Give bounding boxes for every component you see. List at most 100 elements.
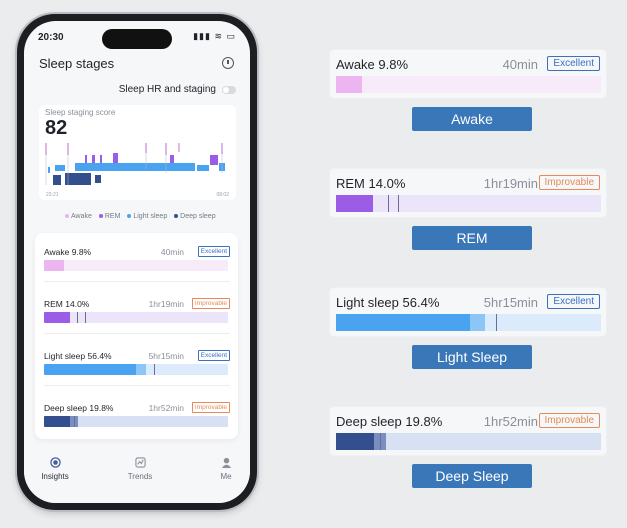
- legend-light-dot: [127, 213, 132, 218]
- expanded-bar-fill: [336, 76, 362, 93]
- rating-badge: Excellent: [197, 350, 230, 361]
- stage-duration: 1hr19min: [148, 299, 184, 309]
- row-divider: [44, 333, 230, 334]
- rem-button[interactable]: REM: [412, 226, 532, 250]
- stage-duration: 5hr15min: [148, 351, 184, 361]
- nav-me[interactable]: Me: [206, 457, 246, 481]
- score-value: 82: [45, 117, 68, 139]
- volume-down-button[interactable]: [15, 140, 18, 162]
- nav-insights[interactable]: Insights: [35, 457, 75, 481]
- range-marker: [388, 195, 389, 212]
- score-label: Sleep staging score: [45, 108, 116, 117]
- awake-button[interactable]: Awake: [412, 107, 532, 131]
- row-divider: [44, 385, 230, 386]
- volume-up-button[interactable]: [15, 110, 18, 132]
- expanded-label-rem: REM 14.0%: [336, 176, 406, 191]
- nav-insights-label: Insights: [41, 472, 69, 481]
- stage-bar: [44, 260, 228, 271]
- expanded-badge-rem: Improvable: [538, 175, 600, 190]
- dynamic-island: [102, 29, 172, 49]
- stage-bar: [44, 364, 228, 375]
- legend-awake: Awake: [71, 213, 92, 220]
- hypnogram: [45, 143, 225, 185]
- page-title: Sleep stages: [39, 56, 115, 71]
- rating-badge: Improvable: [191, 402, 230, 413]
- hypnogram-rem: [85, 153, 218, 165]
- expanded-bar-fill: [336, 195, 373, 212]
- hr-toggle-label: Sleep HR and staging: [118, 84, 216, 95]
- stage-bar-fill: [44, 312, 70, 323]
- nav-trends-label: Trends: [127, 472, 153, 481]
- legend-rem: REM: [104, 213, 121, 220]
- legend-deep-dot: [174, 213, 179, 218]
- expanded-badge-light: Excellent: [547, 294, 600, 309]
- legend-rem-dot: [98, 213, 103, 218]
- stage-bar: [44, 312, 228, 323]
- expanded-badge-deep: Improvable: [538, 413, 600, 428]
- stage-bar-range: [136, 364, 146, 375]
- hr-toggle[interactable]: [222, 86, 236, 94]
- expanded-row-rem: REM 14.0% 1hr19min Improvable: [330, 169, 606, 217]
- power-button[interactable]: [256, 130, 259, 170]
- range-marker: [398, 195, 399, 212]
- expanded-row-deep: Deep sleep 19.8% 1hr52min Improvable: [330, 407, 606, 455]
- stage-row-deep[interactable]: Deep sleep 19.8% 1hr52min Improvable: [44, 402, 230, 439]
- expanded-badge-awake: Excellent: [547, 56, 600, 71]
- stage-duration: 1hr52min: [148, 403, 184, 413]
- expanded-bar-rem: [336, 195, 601, 212]
- nav-trends[interactable]: Trends: [120, 457, 160, 481]
- hypnogram-awake: [45, 143, 223, 155]
- hypnogram-end-time: 08:02: [216, 192, 229, 198]
- stage-label: Awake 9.8%: [44, 247, 92, 257]
- stages-card: Awake 9.8% 40min Excellent REM 14.0% 1hr…: [35, 233, 238, 439]
- rating-badge: Improvable: [191, 298, 230, 309]
- stage-label: Light sleep 56.4%: [44, 351, 112, 361]
- profile-icon: [221, 457, 231, 468]
- deep-sleep-button[interactable]: Deep Sleep: [412, 464, 532, 488]
- stage-bar-fill: [44, 260, 64, 271]
- status-time: 20:30: [38, 32, 64, 43]
- hypnogram-light: [48, 163, 225, 173]
- stage-duration: 40min: [160, 247, 184, 257]
- hr-toggle-row[interactable]: Sleep HR and staging: [24, 84, 250, 98]
- expanded-label-awake: Awake 9.8%: [336, 57, 409, 72]
- expanded-row-light: Light sleep 56.4% 5hr15min Excellent: [330, 288, 606, 336]
- phone-screen: 20:30 ▮▮▮ ≋ ▭ Sleep stages Sleep HR and …: [24, 21, 250, 503]
- score-card: Sleep staging score 82 23:21: [39, 105, 236, 200]
- stage-bar-fill: [44, 364, 136, 375]
- expanded-row-awake: Awake 9.8% 40min Excellent: [330, 50, 606, 98]
- expanded-duration-deep: 1hr52min: [483, 414, 538, 429]
- range-marker: [77, 312, 78, 323]
- stage-bar-fill: [44, 416, 70, 427]
- row-divider: [44, 281, 230, 282]
- trends-icon: [134, 457, 146, 468]
- stage-label: Deep sleep 19.8%: [44, 403, 114, 413]
- expanded-bar-fill: [336, 433, 374, 450]
- expanded-bar-range: [470, 314, 485, 331]
- stage-bar: [44, 416, 228, 427]
- status-icons: ▮▮▮ ≋ ▭: [193, 31, 236, 41]
- stage-row-light[interactable]: Light sleep 56.4% 5hr15min Excellent: [44, 350, 230, 387]
- legend-light: Light sleep: [133, 213, 168, 220]
- stage-row-awake[interactable]: Awake 9.8% 40min Excellent: [44, 246, 230, 283]
- range-marker: [85, 312, 86, 323]
- hypnogram-transitions: [45, 143, 223, 185]
- nav-me-label: Me: [220, 472, 232, 481]
- expanded-label-light: Light sleep 56.4%: [336, 295, 440, 310]
- stage-legend: Awake REM Light sleep Deep sleep: [60, 213, 216, 220]
- hypnogram-start-time: 23:21: [46, 192, 59, 198]
- bottom-nav: Insights Trends Me: [24, 451, 250, 503]
- legend-awake-dot: [65, 213, 69, 218]
- stage-row-rem[interactable]: REM 14.0% 1hr19min Improvable: [44, 298, 230, 335]
- expanded-bar-fill: [336, 314, 470, 331]
- light-sleep-button[interactable]: Light Sleep: [412, 345, 532, 369]
- expanded-bar-awake: [336, 76, 601, 93]
- range-marker: [496, 314, 497, 331]
- info-icon[interactable]: [222, 57, 234, 69]
- expanded-label-deep: Deep sleep 19.8%: [336, 414, 443, 429]
- legend-deep: Deep sleep: [180, 213, 216, 220]
- hypnogram-deep: [53, 173, 101, 185]
- expanded-duration-rem: 1hr19min: [483, 176, 538, 191]
- expanded-duration-awake: 40min: [502, 57, 538, 72]
- range-marker: [380, 433, 381, 450]
